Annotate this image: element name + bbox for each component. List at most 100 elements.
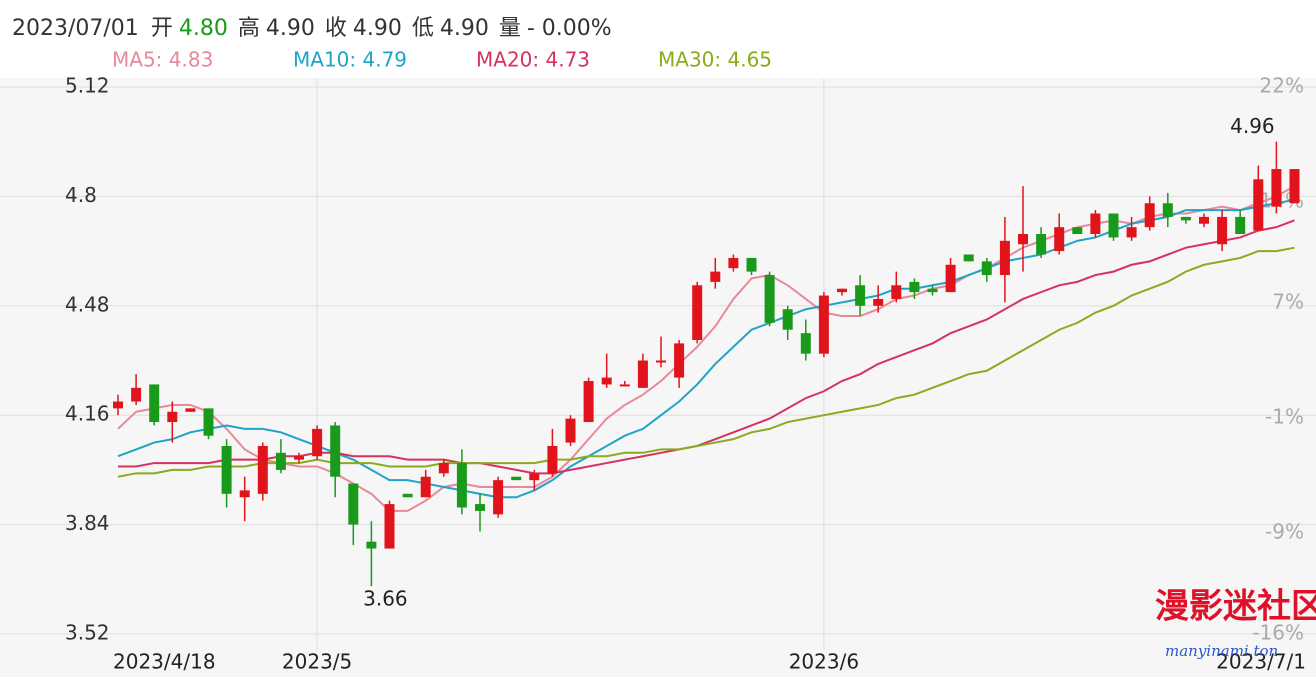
candle-body [764,275,775,323]
candle-body [1018,234,1028,245]
candle-body [891,285,902,299]
x-tick-label: 2023/5 [282,650,352,674]
candle-body [619,384,630,387]
candle-body [239,490,250,498]
y2-tick-label: 7% [1272,289,1304,313]
legend-entry: MA20: 4.73 [476,48,590,72]
candle-body [637,360,648,388]
header-label: 高 [238,16,260,41]
candle-body [1162,203,1173,217]
candle-body [927,288,938,293]
header-value: 4.90 [353,16,402,41]
header-label: 量 [499,16,521,41]
y2-tick-label: -1% [1265,405,1304,429]
candle-body [873,298,884,306]
candle-body [167,411,178,423]
candle-body [565,418,576,443]
header-value: 4.90 [440,16,489,41]
plot-background [0,78,1316,677]
candle-body [438,463,449,474]
candle-body [728,257,739,269]
candle-body [818,295,829,354]
ma-line [117,246,1295,478]
y-tick-label: 3.84 [65,511,110,535]
candle-body [312,428,323,457]
candle-body [981,261,992,276]
candle-body [1235,216,1246,235]
candle-body [113,401,123,409]
candle-body [203,408,214,436]
candle-body [185,408,196,412]
candle-body [529,473,540,481]
candle-body [909,281,920,293]
candle-body [1036,234,1047,255]
candle-body [1108,213,1119,238]
candle-body [131,387,142,402]
candle-body [945,264,956,293]
y-tick-label: 5.12 [65,74,110,98]
header-label: 收 [325,16,347,41]
candle-body [656,360,666,363]
candle-body [1180,216,1191,221]
y-tick-label: 4.16 [65,402,110,426]
candle-body [294,456,304,460]
candle-body [456,463,467,508]
candle-body [420,476,431,498]
candle-body [692,285,703,340]
candle-body [257,445,268,494]
candle-body [330,425,341,477]
y-tick-label: 4.48 [65,292,110,316]
y-tick-label: 3.52 [65,621,110,645]
y2-tick-label: 22% [1260,74,1304,98]
header-label: 开 [151,16,173,41]
candle-body [746,257,757,272]
candle-body [1271,169,1282,207]
candle-body [275,452,286,470]
header-value: 4.80 [179,16,228,41]
header-label: 低 [412,16,434,41]
candle-body [475,504,485,511]
x-tick-label: 2023/6 [789,650,859,674]
candle-body [1054,227,1065,252]
candle-body [782,309,793,330]
min-label: 3.66 [363,587,408,611]
candle-body [1289,169,1300,204]
candle-body [837,288,847,293]
max-label: 4.96 [1230,114,1275,138]
candle-body [1090,213,1101,235]
legend-entry: MA5: 4.83 [112,48,213,72]
header-value: 4.90 [266,16,315,41]
candle-body [149,384,160,423]
candle-body [800,333,811,354]
candle-body [547,445,558,474]
legend-entry: MA30: 4.65 [658,48,772,72]
candle-body [1126,227,1137,238]
legend-entry: MA10: 4.79 [293,48,407,72]
candle-body [1072,227,1083,235]
candle-body [384,504,395,549]
header: 2023/07/01 开 4.80 高 4.90 收 4.90 低 4.90 量 - 0.00% [12,16,612,41]
watermark-url: manyinami.ton [1165,642,1278,660]
y-tick-label: 4.8 [65,183,97,207]
y2-tick-label: -9% [1265,520,1304,544]
candle-body [366,541,377,549]
candle-body [493,480,504,515]
candle-body [674,343,685,378]
x-tick-label: 2023/4/18 [113,650,216,674]
candle-body [999,240,1010,276]
candle-body [348,483,359,525]
candle-body [583,381,594,423]
candle-body [1217,216,1228,245]
candle-body [221,445,232,494]
watermark-title: 漫影迷社区 [1155,587,1316,627]
candle-body [1253,179,1264,231]
candle-body [1199,216,1209,224]
candle-body [402,493,413,498]
header-value: - 0.00% [527,16,612,41]
header-date: 2023/07/01 [12,16,139,41]
x-tick-label: 2023/7/1 [1216,650,1306,674]
candle-body [710,271,721,282]
candle-body [963,254,974,262]
